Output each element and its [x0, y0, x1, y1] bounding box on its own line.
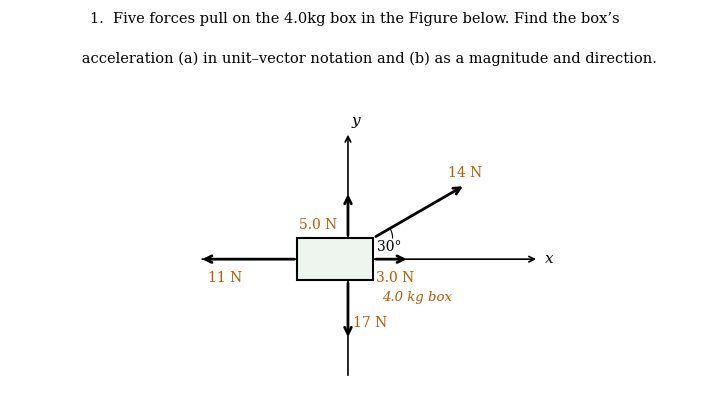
Text: 1.  Five forces pull on the 4.0kg box in the Figure below. Find the box’s: 1. Five forces pull on the 4.0kg box in …	[90, 12, 620, 26]
Text: 4.0 kg box: 4.0 kg box	[382, 291, 452, 304]
Text: y: y	[351, 114, 360, 128]
Text: 17 N: 17 N	[353, 316, 388, 330]
Text: 30°: 30°	[377, 240, 401, 254]
Text: 11 N: 11 N	[208, 271, 242, 285]
Text: 5.0 N: 5.0 N	[299, 218, 337, 231]
Text: x: x	[545, 252, 554, 266]
Bar	[297, 238, 373, 280]
Text: 3.0 N: 3.0 N	[376, 271, 414, 285]
Text: acceleration (a) in unit–vector notation and (b) as a magnitude and direction.: acceleration (a) in unit–vector notation…	[53, 51, 657, 66]
Text: 14 N: 14 N	[449, 166, 483, 180]
